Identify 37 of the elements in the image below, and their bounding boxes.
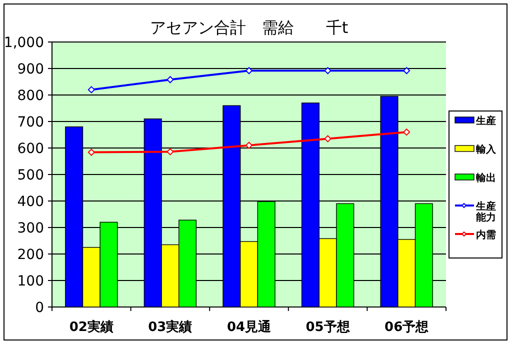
y-tick-label: 500 xyxy=(17,168,44,184)
bar xyxy=(161,244,180,308)
point xyxy=(324,67,332,74)
y-tick-label: 800 xyxy=(17,88,44,104)
y-tick-label: 300 xyxy=(17,220,44,236)
bar xyxy=(318,238,337,308)
point xyxy=(166,148,174,156)
bar xyxy=(82,247,100,308)
point xyxy=(246,67,252,74)
y-tick-label: 200 xyxy=(17,247,44,263)
y-tick-label: 900 xyxy=(17,62,44,78)
bar xyxy=(240,241,258,308)
x-tick-label: 05予想 xyxy=(306,319,351,335)
y-tick-label: 400 xyxy=(17,194,44,210)
y-tick-label: 1,000 xyxy=(4,35,44,51)
point xyxy=(88,148,95,156)
point xyxy=(246,142,252,149)
legend-label: 輸出 xyxy=(475,172,496,184)
y-tick-label: 600 xyxy=(17,141,44,157)
x-tick-label: 02実績 xyxy=(69,319,114,335)
legend-label: 輸入 xyxy=(475,144,497,156)
y-tick-label: 700 xyxy=(17,114,44,130)
bar xyxy=(398,239,416,308)
legend-label: 生産能力 xyxy=(475,200,496,224)
point xyxy=(403,67,410,74)
chart-title: アセアン合計 需給 千t xyxy=(150,18,348,37)
point xyxy=(324,135,332,142)
x-tick-label: 03実績 xyxy=(148,319,192,335)
point xyxy=(88,86,95,94)
y-tick-label: 0 xyxy=(35,300,44,316)
legend-label: 内需 xyxy=(476,229,496,241)
point xyxy=(403,128,410,136)
y-tick-label: 100 xyxy=(17,274,44,290)
legend-label: 生産 xyxy=(475,115,496,127)
point xyxy=(166,76,174,84)
x-tick-label: 06予想 xyxy=(384,319,430,335)
x-tick-label: 04見通 xyxy=(226,319,272,335)
